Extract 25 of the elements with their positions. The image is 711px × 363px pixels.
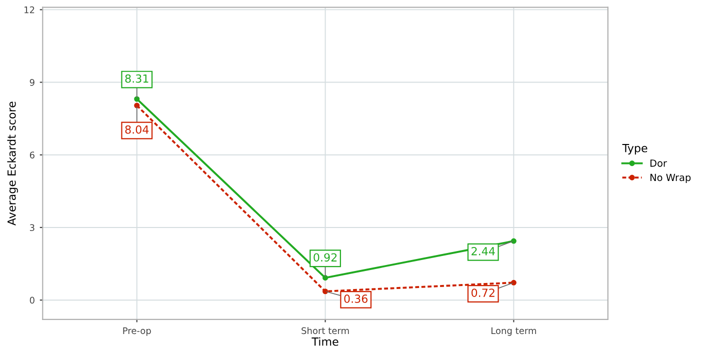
data-label: 8.31	[125, 74, 148, 83]
point	[134, 102, 140, 108]
data-label: 2.44	[472, 246, 495, 256]
x-tick-label: Long term	[492, 327, 536, 336]
point	[322, 288, 328, 294]
x-axis-title: Time	[312, 337, 338, 346]
legend-label: Dor	[650, 160, 667, 167]
point	[510, 280, 516, 286]
x-tick-label: Short term	[302, 327, 349, 334]
y-tick-label: 3	[30, 224, 34, 232]
point	[322, 275, 328, 281]
point	[510, 238, 516, 244]
legend-label: No Wrap	[650, 174, 691, 183]
data-label: 0.72	[472, 288, 494, 297]
y-tick-label: 12	[24, 6, 34, 14]
data-label: 8.04	[125, 125, 149, 134]
y-tick-label: 6	[30, 152, 34, 158]
x-tick-label: Pre-op	[123, 327, 151, 336]
data-label: 0.36	[344, 294, 368, 303]
legend-title: Type	[622, 144, 648, 154]
point	[134, 96, 140, 102]
data-label: 0.92	[314, 253, 337, 262]
y-tick-label: 0	[30, 296, 34, 304]
y-axis-title: Average Eckardt score	[7, 102, 18, 226]
y-tick-label: 9	[30, 79, 34, 86]
